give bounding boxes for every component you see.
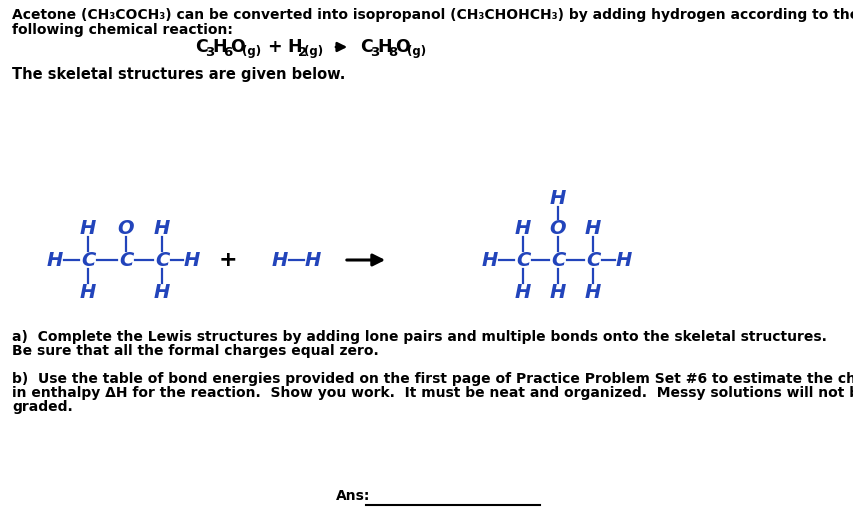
- Text: following chemical reaction:: following chemical reaction:: [12, 23, 233, 37]
- Text: Ans:: Ans:: [335, 489, 370, 503]
- Text: H: H: [79, 282, 96, 302]
- Text: a)  Complete the Lewis structures by adding lone pairs and multiple bonds onto t: a) Complete the Lewis structures by addi…: [12, 330, 826, 344]
- Text: C: C: [550, 251, 565, 269]
- Text: H: H: [183, 251, 200, 269]
- Text: C: C: [360, 38, 372, 56]
- Text: O: O: [118, 218, 134, 237]
- Text: C: C: [194, 38, 207, 56]
- Text: (g): (g): [241, 45, 261, 57]
- Text: H: H: [271, 251, 287, 269]
- Text: H: H: [549, 189, 566, 208]
- Text: b)  Use the table of bond energies provided on the first page of Practice Proble: b) Use the table of bond energies provid…: [12, 372, 853, 386]
- Text: O: O: [549, 218, 566, 237]
- Text: 6: 6: [223, 46, 232, 58]
- Text: H: H: [584, 218, 601, 237]
- Text: H: H: [79, 218, 96, 237]
- Text: 2: 2: [298, 46, 307, 58]
- Text: C: C: [585, 251, 600, 269]
- Text: H: H: [212, 38, 226, 56]
- Text: 8: 8: [387, 46, 397, 58]
- Text: H: H: [305, 251, 321, 269]
- Text: H: H: [615, 251, 631, 269]
- Text: Be sure that all the formal charges equal zero.: Be sure that all the formal charges equa…: [12, 344, 379, 358]
- Text: C: C: [515, 251, 530, 269]
- Text: H: H: [154, 282, 170, 302]
- Text: H: H: [584, 282, 601, 302]
- Text: C: C: [119, 251, 133, 269]
- Text: +: +: [218, 250, 237, 270]
- Text: Acetone (CH₃COCH₃) can be converted into isopropanol (CH₃CHOHCH₃) by adding hydr: Acetone (CH₃COCH₃) can be converted into…: [12, 8, 853, 22]
- Text: 3: 3: [369, 46, 379, 58]
- Text: H: H: [481, 251, 497, 269]
- Text: O: O: [395, 38, 409, 56]
- Text: C: C: [154, 251, 169, 269]
- Text: (g): (g): [304, 45, 322, 57]
- Text: H: H: [287, 38, 301, 56]
- Text: The skeletal structures are given below.: The skeletal structures are given below.: [12, 67, 345, 82]
- Text: (g): (g): [407, 45, 426, 57]
- Text: graded.: graded.: [12, 400, 73, 414]
- Text: H: H: [514, 282, 531, 302]
- Text: O: O: [229, 38, 245, 56]
- Text: in enthalpy ΔH for the reaction.  Show you work.  It must be neat and organized.: in enthalpy ΔH for the reaction. Show yo…: [12, 386, 853, 400]
- Text: H: H: [154, 218, 170, 237]
- Text: +: +: [267, 38, 281, 56]
- Text: 3: 3: [205, 46, 214, 58]
- Text: H: H: [376, 38, 392, 56]
- Text: C: C: [81, 251, 95, 269]
- Text: H: H: [514, 218, 531, 237]
- Text: H: H: [549, 282, 566, 302]
- Text: H: H: [47, 251, 63, 269]
